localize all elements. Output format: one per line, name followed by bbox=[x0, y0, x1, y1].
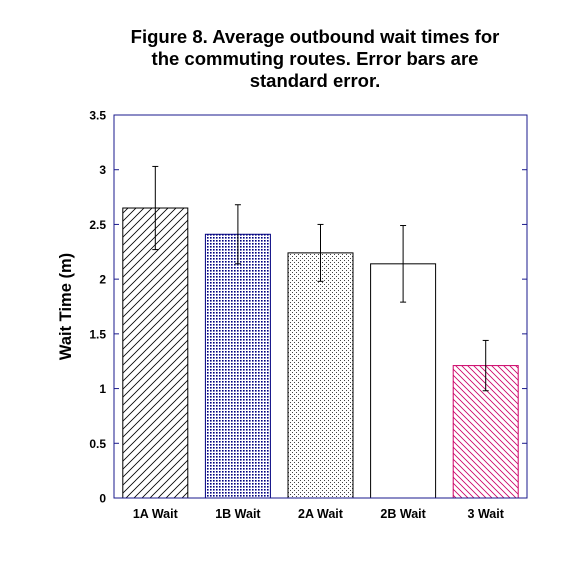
y-tick-label: 0.5 bbox=[89, 437, 106, 451]
x-category-label: 2A Wait bbox=[298, 507, 344, 521]
y-axis-ticks: 0 0.5 1 1.5 2 2.5 3 3.5 bbox=[89, 109, 527, 506]
y-tick-label: 2 bbox=[99, 273, 106, 287]
x-category-label: 1A Wait bbox=[133, 507, 179, 521]
bar-4 bbox=[370, 263, 437, 499]
bar-2 bbox=[204, 233, 271, 499]
y-tick-label: 2.5 bbox=[89, 218, 106, 232]
y-tick-label: 3.5 bbox=[89, 109, 106, 123]
plot-frame bbox=[113, 114, 528, 499]
y-axis-label-group: Wait Time (m) bbox=[57, 253, 75, 360]
bars bbox=[122, 207, 519, 499]
y-tick-label: 1 bbox=[99, 382, 106, 396]
bar-3 bbox=[287, 252, 354, 499]
x-category-label: 2B Wait bbox=[380, 507, 426, 521]
y-tick-label: 0 bbox=[99, 492, 106, 506]
y-axis-label: Wait Time (m) bbox=[57, 253, 75, 360]
bar-1 bbox=[122, 207, 189, 499]
y-tick-label: 1.5 bbox=[89, 327, 106, 341]
x-category-label: 3 Wait bbox=[468, 507, 505, 521]
y-tick-label: 3 bbox=[99, 163, 106, 177]
x-axis-category-labels: 1A Wait 1B Wait 2A Wait 2B Wait 3 Wait bbox=[133, 507, 505, 521]
chart-title: Figure 8. Average outbound wait times fo… bbox=[130, 26, 500, 91]
x-category-label: 1B Wait bbox=[215, 507, 261, 521]
error-bars bbox=[152, 165, 489, 392]
